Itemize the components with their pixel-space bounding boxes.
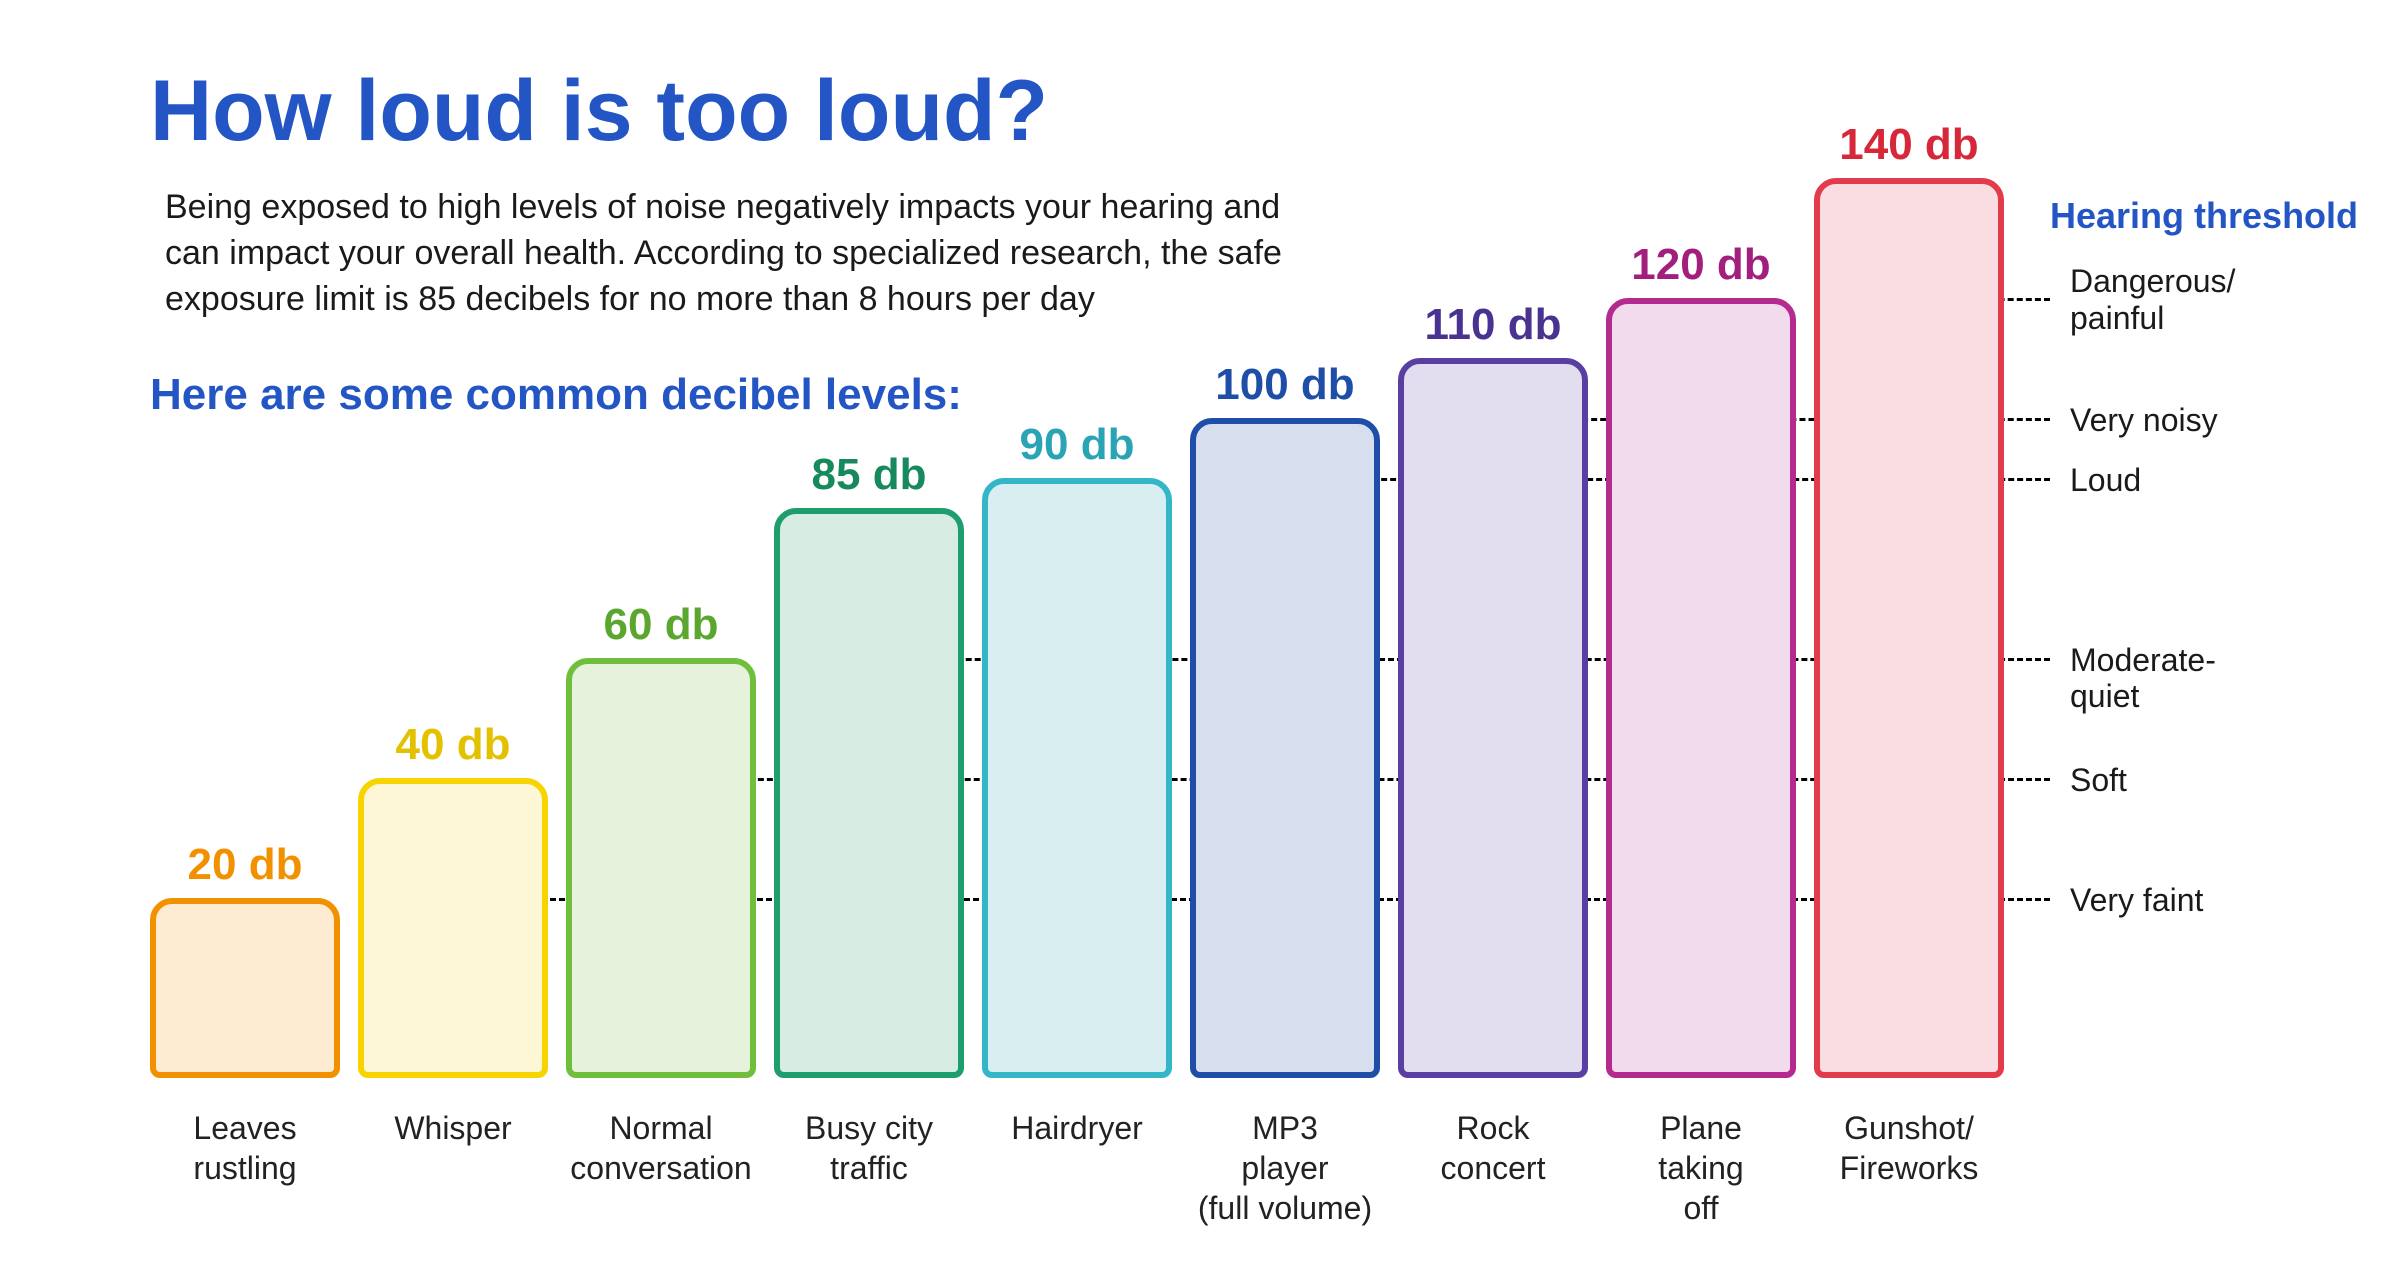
bar-mp3-player: [1190, 418, 1380, 1078]
reference-label: Soft: [2070, 762, 2127, 799]
reference-label: Dangerous/painful: [2070, 263, 2235, 337]
bar-busy-city-traffic: [774, 508, 964, 1078]
bar-value-label: 60 db: [546, 600, 776, 650]
bar-value-label: 110 db: [1378, 300, 1608, 350]
bar-normal-conversation: [566, 658, 756, 1078]
decibel-bar-chart: Very faint Soft Moderate-quiet Loud Very noi…: [150, 150, 2280, 1078]
bar-value-label: 120 db: [1586, 240, 1816, 290]
page-title: How loud is too loud?: [150, 62, 1048, 161]
infographic-stage: How loud is too loud? Being exposed to h…: [0, 0, 2400, 1281]
bar-value-label: 40 db: [338, 720, 568, 770]
bar-gunshot-fireworks: [1814, 178, 2004, 1078]
bar-value-label: 20 db: [130, 840, 360, 890]
bar-category-label: Leavesrustling: [130, 1108, 360, 1188]
bar-category-label: Rockconcert: [1378, 1108, 1608, 1188]
bar-category-label: Whisper: [338, 1108, 568, 1148]
reference-label: Very noisy: [2070, 402, 2218, 439]
bar-value-label: 85 db: [754, 450, 984, 500]
bar-value-label: 140 db: [1794, 120, 2024, 170]
bar-value-label: 90 db: [962, 420, 1192, 470]
bar-whisper: [358, 778, 548, 1078]
bar-category-label: Gunshot/Fireworks: [1794, 1108, 2024, 1188]
reference-label: Very faint: [2070, 882, 2203, 919]
bar-value-label: 100 db: [1170, 360, 1400, 410]
bar-category-label: MP3player(full volume): [1170, 1108, 1400, 1228]
bar-category-label: Normalconversation: [546, 1108, 776, 1188]
bar-rock-concert: [1398, 358, 1588, 1078]
bar-hairdryer: [982, 478, 1172, 1078]
reference-label: Loud: [2070, 462, 2141, 499]
bar-category-label: Hairdryer: [962, 1108, 1192, 1148]
bar-category-label: Busy citytraffic: [754, 1108, 984, 1188]
bar-plane-taking-off: [1606, 298, 1796, 1078]
bar-category-label: Planetakingoff: [1586, 1108, 1816, 1228]
reference-label: Moderate-quiet: [2070, 642, 2280, 716]
bar-leaves-rustling: [150, 898, 340, 1078]
